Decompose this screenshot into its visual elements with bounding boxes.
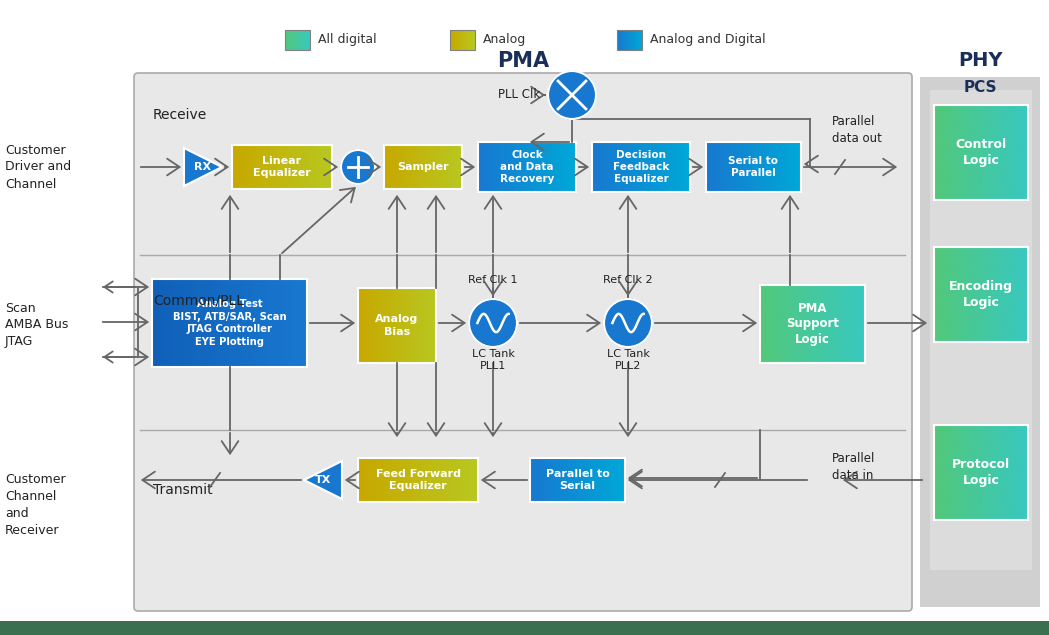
Bar (592, 142, 690, 192)
Text: All digital: All digital (318, 34, 377, 46)
Bar (706, 142, 801, 192)
Text: PLL Clk: PLL Clk (497, 88, 540, 102)
Polygon shape (184, 148, 222, 186)
Bar (617, 30, 642, 50)
Text: Feed Forward
Equalizer: Feed Forward Equalizer (376, 469, 461, 491)
Text: Control
Logic: Control Logic (956, 138, 1007, 167)
Circle shape (548, 71, 596, 119)
Bar (152, 279, 307, 367)
Bar (934, 247, 1028, 342)
Text: Sampler: Sampler (398, 162, 449, 172)
Text: Decision
Feedback
Equalizer: Decision Feedback Equalizer (613, 150, 669, 184)
Bar (0, 621, 1049, 635)
Bar (358, 458, 478, 502)
Text: Analog: Analog (483, 34, 527, 46)
Circle shape (469, 299, 517, 347)
Text: Customer
Driver and
Channel: Customer Driver and Channel (5, 144, 71, 190)
Text: Parallel
data out: Parallel data out (832, 115, 882, 145)
Bar (285, 30, 311, 50)
Bar (934, 105, 1028, 200)
Text: Linear
Equalizer: Linear Equalizer (253, 156, 311, 178)
Text: Protocol
Logic: Protocol Logic (951, 458, 1010, 487)
Text: Analog
Bias: Analog Bias (376, 314, 419, 337)
Circle shape (604, 299, 652, 347)
Text: Customer
Channel
and
Receiver: Customer Channel and Receiver (5, 473, 66, 537)
Bar (930, 90, 1032, 570)
Bar (478, 142, 576, 192)
Circle shape (341, 150, 374, 184)
Text: RX: RX (194, 162, 212, 172)
Bar (450, 30, 475, 50)
Text: PMA: PMA (497, 51, 549, 71)
Text: Parallel to
Serial: Parallel to Serial (545, 469, 609, 491)
Text: Transmit: Transmit (153, 483, 213, 497)
Bar (232, 145, 331, 189)
Text: Common/PLL: Common/PLL (153, 293, 244, 307)
Text: Ref Clk 2: Ref Clk 2 (603, 275, 652, 285)
Text: LC Tank
PLL1: LC Tank PLL1 (472, 349, 514, 371)
Bar (530, 458, 625, 502)
Text: Parallel
data in: Parallel data in (832, 452, 875, 482)
Text: PCS: PCS (963, 79, 997, 95)
Bar (358, 288, 436, 363)
Text: Scan
AMBA Bus
JTAG: Scan AMBA Bus JTAG (5, 302, 68, 349)
Text: Analog Test
BIST, ATB/SAR, Scan
JTAG Controller
EYE Plotting: Analog Test BIST, ATB/SAR, Scan JTAG Con… (173, 299, 286, 347)
Bar (934, 425, 1028, 520)
Text: Encoding
Logic: Encoding Logic (949, 280, 1013, 309)
Text: Serial to
Parallel: Serial to Parallel (728, 156, 778, 178)
Bar (920, 77, 1040, 607)
Text: TX: TX (315, 475, 331, 485)
Text: Clock
and Data
Recovery: Clock and Data Recovery (499, 150, 554, 184)
Text: LC Tank
PLL2: LC Tank PLL2 (606, 349, 649, 371)
Text: Receive: Receive (153, 108, 208, 122)
FancyBboxPatch shape (134, 73, 912, 611)
Polygon shape (304, 461, 342, 499)
Bar (384, 145, 462, 189)
Text: Ref Clk 1: Ref Clk 1 (468, 275, 518, 285)
Bar (759, 285, 865, 363)
Text: Analog and Digital: Analog and Digital (650, 34, 766, 46)
Text: PHY: PHY (958, 51, 1002, 70)
Text: PMA
Support
Logic: PMA Support Logic (786, 302, 839, 347)
